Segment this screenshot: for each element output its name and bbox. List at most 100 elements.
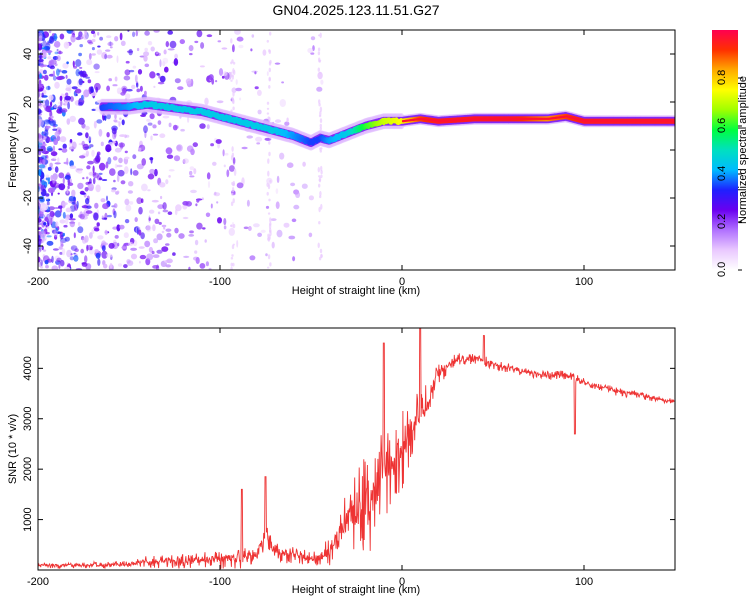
noise-mark — [149, 209, 155, 214]
noise-mark — [38, 83, 42, 89]
noise-mark — [44, 260, 49, 265]
noise-mark — [130, 247, 138, 251]
noise-mark — [41, 203, 48, 211]
noise-mark — [38, 90, 41, 98]
noise-mark — [73, 232, 76, 239]
noise-mark — [144, 30, 150, 36]
noise-mark — [271, 241, 275, 249]
noise-mark — [274, 119, 282, 123]
noise-mark — [295, 191, 301, 198]
noise-mark — [112, 84, 118, 87]
noise-mark — [54, 131, 60, 137]
noise-mark — [128, 48, 133, 56]
noise-mark — [150, 157, 153, 164]
noise-mark — [48, 30, 52, 34]
streak-mark — [267, 170, 270, 177]
noise-mark — [46, 125, 51, 129]
noise-mark — [156, 233, 163, 241]
snr-y-axis-label: SNR (10 * v/v) — [7, 414, 19, 484]
noise-mark — [104, 229, 108, 236]
colorbar-tick-label: 0.4 — [716, 166, 728, 181]
noise-mark — [147, 189, 151, 192]
noise-mark — [234, 30, 241, 35]
noise-mark — [217, 142, 221, 149]
noise-mark — [288, 235, 296, 240]
noise-mark — [136, 47, 140, 52]
noise-mark — [120, 180, 126, 185]
noise-mark — [78, 117, 85, 125]
noise-mark — [177, 86, 184, 90]
noise-mark — [39, 144, 43, 147]
noise-mark — [60, 99, 63, 107]
noise-mark — [253, 223, 260, 228]
noise-mark — [84, 30, 87, 36]
noise-mark — [109, 168, 116, 176]
noise-mark — [124, 198, 130, 206]
noise-mark — [38, 102, 42, 109]
noise-mark — [199, 65, 205, 68]
streak-mark — [232, 106, 235, 111]
snr-frame — [37, 327, 676, 571]
noise-mark — [54, 207, 60, 209]
noise-mark — [47, 166, 52, 171]
noise-mark — [182, 158, 189, 164]
noise-mark — [147, 173, 155, 180]
noise-mark — [49, 65, 55, 70]
noise-mark — [79, 44, 83, 48]
y-tick-label: 0 — [22, 147, 34, 153]
noise-mark — [76, 200, 79, 209]
noise-mark — [232, 44, 235, 53]
noise-mark — [216, 100, 224, 104]
streak-mark — [318, 183, 321, 188]
noise-mark — [121, 246, 127, 249]
noise-mark — [72, 60, 75, 67]
noise-mark — [91, 149, 95, 157]
noise-mark — [49, 120, 56, 126]
noise-mark — [46, 235, 52, 238]
noise-mark — [69, 220, 76, 228]
noise-mark — [55, 259, 61, 265]
noise-mark — [166, 154, 174, 159]
streak-mark — [318, 60, 321, 63]
snr-x-axis-label: Height of straight line (km) — [292, 584, 420, 596]
noise-mark — [73, 255, 79, 262]
noise-mark — [235, 79, 238, 85]
noise-mark — [140, 232, 145, 240]
noise-mark — [38, 31, 41, 37]
noise-mark — [246, 199, 250, 207]
noise-mark — [47, 216, 54, 225]
noise-mark — [97, 235, 104, 240]
noise-mark — [42, 40, 47, 48]
noise-mark — [49, 36, 54, 44]
colorbar-label: Normalized spectral amplitude — [737, 76, 749, 224]
noise-mark — [146, 253, 154, 261]
noise-mark — [147, 122, 153, 126]
noise-mark — [144, 47, 148, 52]
noise-mark — [93, 212, 99, 221]
noise-mark — [138, 147, 142, 152]
noise-mark — [86, 244, 89, 252]
noise-mark — [40, 145, 47, 154]
streak-mark — [230, 256, 234, 260]
noise-mark — [59, 219, 66, 224]
noise-mark — [154, 168, 158, 177]
noise-mark — [138, 206, 143, 215]
noise-mark — [89, 178, 92, 185]
noise-mark — [50, 221, 57, 229]
noise-mark — [98, 177, 103, 181]
noise-mark — [221, 75, 225, 79]
streak-mark — [232, 68, 235, 74]
noise-mark — [50, 101, 53, 107]
noise-mark — [78, 31, 83, 38]
noise-mark — [43, 74, 49, 81]
noise-mark — [53, 105, 59, 109]
x-tick-label: 100 — [575, 276, 593, 288]
noise-mark — [95, 155, 101, 163]
noise-mark — [90, 88, 94, 93]
noise-mark — [90, 30, 96, 34]
noise-mark — [79, 66, 83, 69]
noise-mark — [260, 229, 266, 233]
noise-mark — [86, 165, 91, 170]
noise-mark — [52, 145, 56, 152]
noise-mark — [165, 41, 169, 48]
